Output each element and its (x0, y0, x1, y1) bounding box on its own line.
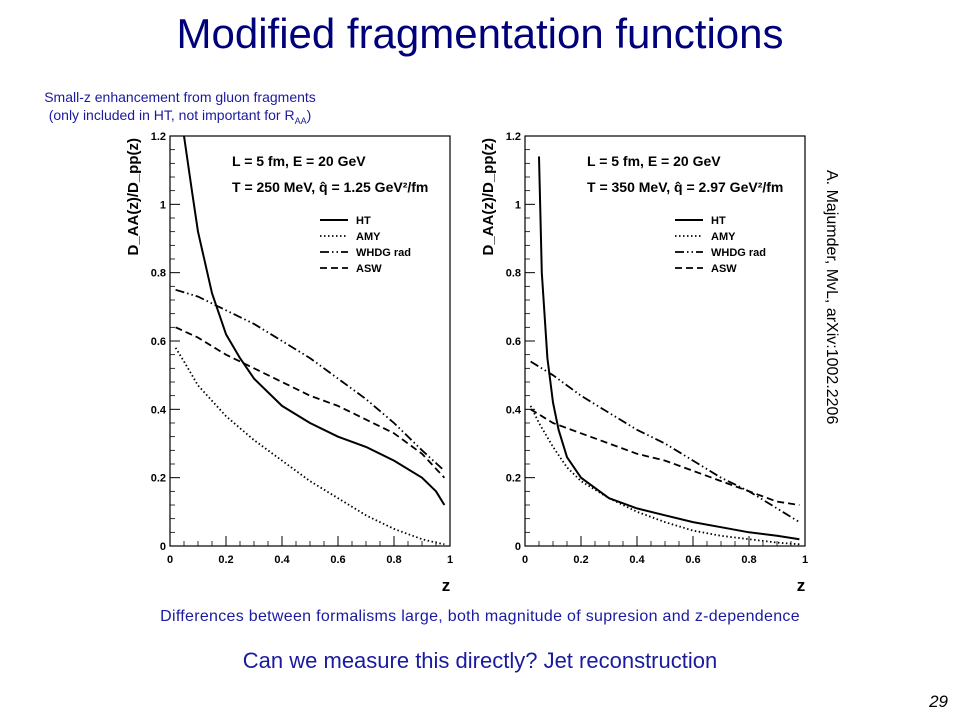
note-line-1: Small-z enhancement from gluon fragments (44, 89, 316, 105)
y-tick-label: 0 (515, 541, 521, 553)
plot-frame (169, 135, 451, 547)
x-tick-label: 0.4 (274, 554, 290, 566)
note-line-2-prefix: (only included in HT, not important for … (48, 107, 295, 123)
x-tick-label: 0.2 (218, 554, 233, 566)
legend-label: HT (711, 215, 726, 227)
x-tick-label: 0.2 (573, 554, 588, 566)
series-line-ht (183, 135, 446, 506)
series-line-asw (175, 326, 446, 479)
x-tick-label: 0.8 (386, 554, 401, 566)
legend-label: ASW (711, 263, 737, 275)
citation: A. Majumder, MvL, arXiv:1002.2206 (820, 170, 844, 460)
series-line-whdg-rad (175, 288, 446, 472)
x-tick-label: 0.6 (685, 554, 700, 566)
annotation-line-1: L = 5 fm, E = 20 GeV (587, 153, 721, 169)
y-tick-label: 0.6 (151, 336, 166, 348)
y-axis-label: D_AA(z)/D_pp(z) (125, 138, 142, 256)
series-line-amy (529, 405, 800, 546)
legend-label: AMY (711, 231, 736, 243)
y-tick-label: 1.2 (151, 131, 166, 143)
page-title: Modified fragmentation functions (176, 10, 784, 57)
x-tick-label: 0.4 (629, 554, 645, 566)
y-tick-label: 0.8 (151, 268, 166, 280)
y-tick-label: 1 (515, 199, 521, 211)
citation-text: A. Majumder, MvL, arXiv:1002.2206 (823, 170, 840, 425)
x-tick-label: 0.6 (330, 554, 345, 566)
note-line-2-suffix: ) (306, 107, 312, 123)
y-tick-label: 1.2 (506, 131, 521, 143)
series-line-amy (174, 347, 445, 546)
differences-text: Differences between formalisms large, bo… (160, 608, 800, 625)
legend-label: WHDG rad (711, 247, 766, 259)
legend-label: WHDG rad (356, 247, 411, 259)
y-tick-label: 0.6 (506, 336, 521, 348)
x-tick-label: 1 (802, 554, 808, 566)
legend-label: HT (356, 215, 371, 227)
y-tick-label: 0.8 (506, 268, 521, 280)
series-line-asw (530, 408, 800, 506)
annotation-line-1: L = 5 fm, E = 20 GeV (232, 153, 366, 169)
series-line-whdg-rad (530, 360, 800, 523)
chart-left: 0 0.2 0.4 0.6 0.8 1 0 0.2 0.4 0.6 0.8 1 1.2 z D_AA(z)/… (125, 131, 453, 595)
question-text: Can we measure this directly? Jet recons… (242, 648, 718, 673)
legend-label: AMY (356, 231, 381, 243)
x-tick-label: 1 (447, 554, 453, 566)
series-line-ht (538, 156, 800, 541)
annotation-line-2: T = 350 MeV, q̂ = 2.97 GeV²/fm (587, 179, 783, 195)
slide-number: 29 (929, 692, 948, 711)
annotation-line-2: T = 250 MeV, q̂ = 1.25 GeV²/fm (232, 179, 428, 195)
note-line-2: (only included in HT, not important for … (0, 106, 360, 130)
y-axis-label: D_AA(z)/D_pp(z) (480, 138, 497, 256)
y-tick-label: 0 (160, 541, 166, 553)
plot-frame (524, 135, 806, 547)
legend-label: ASW (356, 263, 382, 275)
chart-right: 0 0.2 0.4 0.6 0.8 1 0 0.2 0.4 0.6 0.8 1 1.2 z D_AA(z)/… (480, 131, 808, 595)
x-tick-label: 0 (522, 554, 528, 566)
y-tick-label: 0.4 (151, 404, 167, 416)
x-axis-label: z (797, 576, 806, 595)
y-tick-label: 0.2 (506, 473, 521, 485)
x-axis-label: z (442, 576, 451, 595)
x-tick-label: 0 (167, 554, 173, 566)
small-z-note: Small-z enhancement from gluon fragments… (0, 88, 360, 130)
y-tick-label: 1 (160, 199, 166, 211)
x-tick-label: 0.8 (741, 554, 756, 566)
note-line-2-subscript: AA (294, 115, 307, 126)
y-tick-label: 0.2 (151, 473, 166, 485)
y-tick-label: 0.4 (506, 404, 522, 416)
